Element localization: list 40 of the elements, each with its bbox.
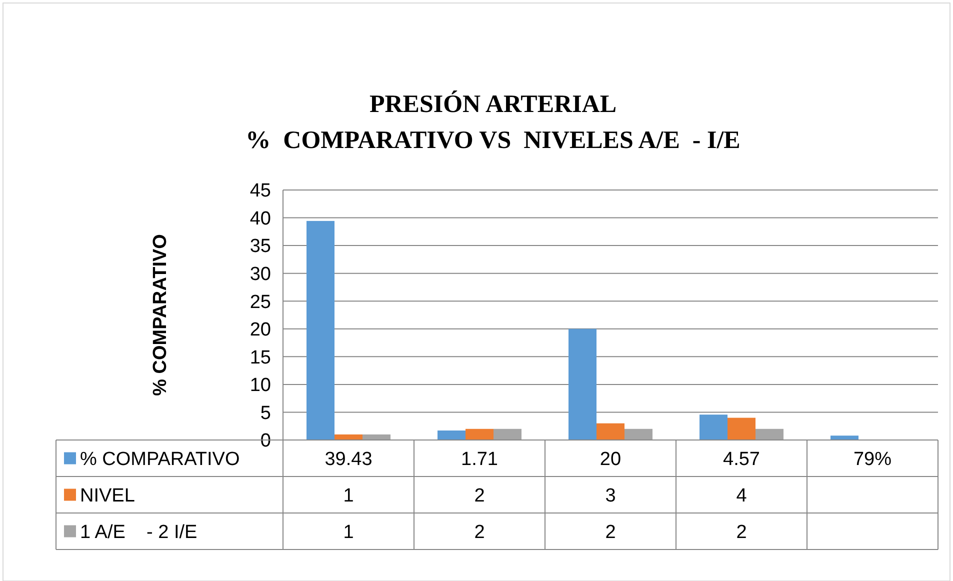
legend-label: % COMPARATIVO <box>80 448 240 470</box>
bar <box>700 414 728 440</box>
data-label: 2 <box>736 522 747 543</box>
y-tick-label: 15 <box>250 347 271 368</box>
data-label: 1 <box>343 522 354 543</box>
y-axis-title: % COMPARATIVO <box>150 234 171 396</box>
data-label: 1.71 <box>461 448 498 470</box>
bar <box>494 428 522 440</box>
bar <box>334 434 362 440</box>
bar <box>596 423 624 440</box>
bar <box>830 436 858 440</box>
y-tick-label: 45 <box>250 180 271 202</box>
bar <box>362 434 390 440</box>
data-label: 39.43 <box>324 448 372 470</box>
data-label: 4 <box>736 485 748 506</box>
y-tick-label: 10 <box>250 375 271 396</box>
bar <box>438 430 466 440</box>
y-tick-label: 40 <box>250 208 271 230</box>
data-label: 3 <box>605 485 616 506</box>
legend-label: 1 A/E - 2 I/E <box>80 522 198 543</box>
bar <box>728 418 756 440</box>
data-label: 2 <box>474 522 485 543</box>
bar <box>568 328 596 440</box>
data-label: 1 <box>343 485 354 506</box>
y-tick-label: 20 <box>250 320 271 341</box>
bar <box>306 220 334 440</box>
data-label: 2 <box>474 485 485 506</box>
legend-label: NIVEL <box>80 485 135 506</box>
y-tick-label: 35 <box>250 236 271 258</box>
bar <box>466 428 494 440</box>
y-tick-label: 30 <box>250 264 271 285</box>
bar <box>624 428 652 440</box>
data-label: 2 <box>605 522 616 543</box>
data-label: 4.57 <box>723 448 760 470</box>
bar <box>756 428 784 440</box>
y-tick-label: 25 <box>250 292 271 313</box>
chart-title: PRESIÓN ARTERIAL % COMPARATIVO VS NIVELES A/E - I/E <box>246 90 740 154</box>
data-label: 79% <box>853 448 892 470</box>
y-tick-label: 5 <box>260 402 271 424</box>
data-label: 20 <box>600 448 622 470</box>
